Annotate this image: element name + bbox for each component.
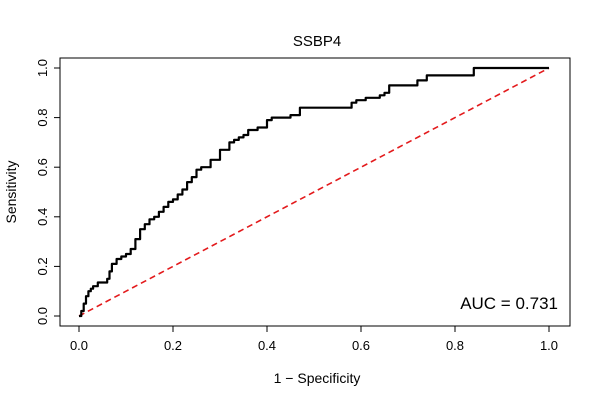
- plot-frame: [59, 57, 571, 327]
- auc-annotation: AUC = 0.731: [460, 294, 558, 313]
- x-axis: 0.0 0.2 0.4 0.6 0.8 1.0: [70, 326, 558, 353]
- y-axis: 0.0 0.2 0.4 0.6 0.8 1.0: [35, 59, 60, 325]
- y-axis-title: Sensitivity: [3, 160, 19, 223]
- y-tick-label-0: 0.0: [35, 307, 50, 325]
- y-tick-label-1: 0.2: [35, 257, 50, 275]
- x-tick-label-2: 0.4: [258, 338, 276, 353]
- x-axis-title: 1 − Specificity: [274, 370, 361, 386]
- x-tick-label-1: 0.2: [164, 338, 182, 353]
- y-tick-label-4: 0.8: [35, 109, 50, 127]
- y-tick-label-5: 1.0: [35, 59, 50, 77]
- y-tick-label-2: 0.4: [35, 208, 50, 226]
- y-tick-label-3: 0.6: [35, 158, 50, 176]
- series-layer: [78, 66, 550, 318]
- x-tick-label-5: 1.0: [540, 338, 558, 353]
- x-tick-label-0: 0.0: [70, 338, 88, 353]
- x-tick-label-3: 0.6: [352, 338, 370, 353]
- x-tick-label-4: 0.8: [446, 338, 464, 353]
- roc-curve-line: [79, 66, 549, 318]
- chart-title: SSBP4: [293, 33, 341, 50]
- reference-diagonal-line: [78, 67, 550, 317]
